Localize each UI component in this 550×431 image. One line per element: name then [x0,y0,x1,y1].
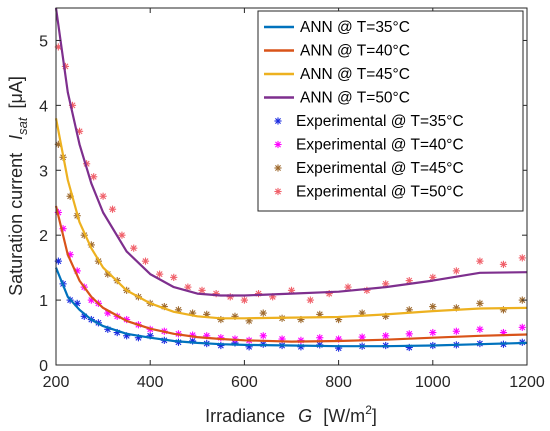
data-point [274,140,282,149]
data-point [226,293,234,301]
data-point [287,286,296,294]
y-axis-label-text: Saturation current [6,153,26,296]
data-point [429,328,437,337]
series-3 [54,7,528,297]
axes-box [55,7,528,366]
data-point [476,325,484,333]
x-tick-label: 1200 [509,374,545,391]
data-point [156,270,164,278]
data-point [170,273,178,281]
x-axis-label-text: Irradiance [205,406,285,426]
series-2 [54,118,528,320]
x-axis-label-unit: [W/m [323,406,365,426]
legend-label: Experimental @ T=40°C [296,137,464,154]
x-tick-label: 200 [43,374,70,391]
legend-items: ANN @ T=35°C ANN @ T=40°C ANN @ T=45°C ANN … [264,19,464,201]
x-tick-label: 800 [325,374,352,391]
series-layer [54,7,528,352]
data-point [476,299,484,307]
data-point [297,336,305,344]
y-tick-label: 0 [39,358,48,375]
data-point [274,117,282,125]
legend-item: Experimental @ T=50°C [274,184,464,201]
data-point [198,286,206,294]
data-point [130,244,138,252]
data-point [274,187,282,196]
data-point [452,327,460,335]
data-point [259,309,267,317]
legend-box [257,10,524,212]
legend-label: Experimental @ T=45°C [296,160,464,177]
legend-item: Experimental @ T=35°C [274,113,464,130]
legend-item: ANN @ T=45°C [264,66,410,83]
x-tick-label: 400 [137,374,164,391]
data-point [344,283,352,291]
data-point [90,173,98,181]
data-point [452,267,460,275]
series-1 [54,205,528,343]
legend-item: ANN @ T=50°C [264,90,410,107]
data-point [274,164,282,172]
data-point [184,283,192,291]
x-axis-label-unit-end: ] [372,406,377,426]
ticks-layer: 200 400 600 800 1000 1200 0 1 2 3 4 5 [39,8,545,391]
y-tick-label: 2 [39,228,48,245]
legend-label: ANN @ T=40°C [300,43,410,60]
y-tick-label: 3 [39,163,48,180]
data-point [316,334,324,342]
data-point [297,343,305,351]
y-tick-label: 1 [39,293,48,310]
y-axis-label-var: I [6,135,26,140]
data-point [382,280,390,288]
y-axis-label: Saturation current Isat [μA] [6,76,31,296]
data-point [518,254,526,262]
data-point [499,260,508,268]
data-point [118,231,126,239]
x-tick-label: 1000 [415,374,451,391]
legend-label: ANN @ T=35°C [300,19,410,36]
x-tick-label: 600 [231,374,258,391]
y-axis-label-sub: sat [15,116,30,135]
x-axis-label-unit-sup: 2 [365,403,372,417]
data-point [306,296,314,304]
x-axis-label: Irradiance G [W/m2] [205,403,377,426]
legend-item: ANN @ T=35°C [264,19,410,36]
data-point [108,205,117,213]
legend-item: ANN @ T=40°C [264,43,410,60]
series-line [54,205,528,343]
series-line [54,267,528,348]
legend-label: ANN @ T=50°C [300,90,410,107]
series-line [54,7,528,297]
legend-item: Experimental @ T=40°C [274,137,464,154]
series-line [54,118,528,320]
data-point [476,257,484,265]
data-point [141,257,150,265]
data-point [429,302,437,311]
legend-label: Experimental @ T=50°C [296,184,464,201]
data-point [259,332,267,340]
data-point [240,296,248,304]
y-tick-label: 5 [39,33,48,50]
data-point [405,330,413,338]
data-point [99,192,107,200]
series-0 [54,267,528,348]
legend: ANN @ T=35°C ANN @ T=40°C ANN @ T=45°C ANN … [257,10,524,212]
legend-label: Experimental @ T=35°C [296,113,464,130]
x-axis-label-var: G [298,406,312,426]
legend-item: Experimental @ T=45°C [274,160,464,177]
legend-label: ANN @ T=45°C [300,66,410,83]
data-point [518,323,526,331]
y-tick-label: 4 [39,98,48,115]
data-point [382,332,390,340]
y-axis-label-unit: [μA] [6,76,26,108]
